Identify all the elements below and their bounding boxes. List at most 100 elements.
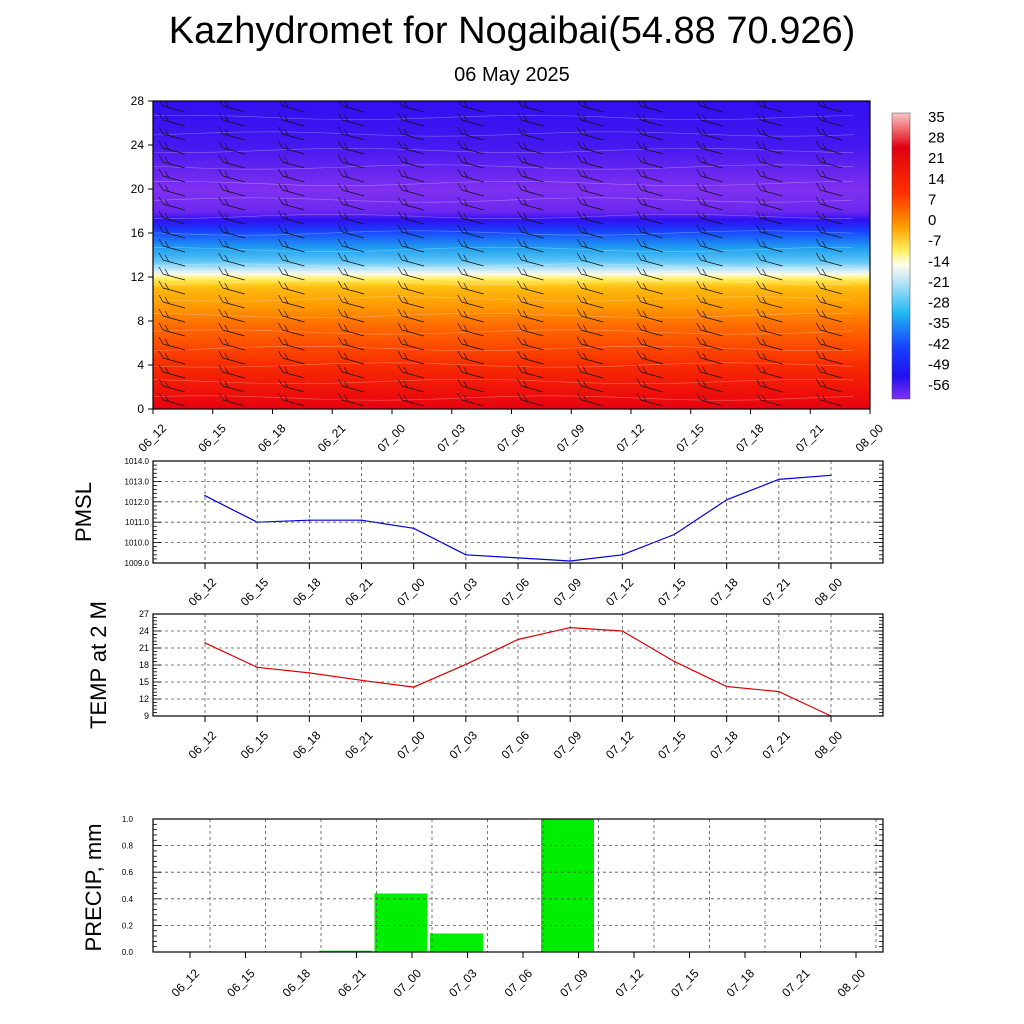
wind-barb: [636, 280, 664, 295]
heatmap-contour: [153, 263, 854, 269]
precip-y-tick-label: 0.4: [122, 895, 134, 904]
heatmap-band: [153, 299, 870, 302]
pmsl-series-line: [204, 474, 832, 562]
wind-barb: [517, 168, 544, 183]
heatmap-band: [153, 193, 870, 197]
wind-barb: [576, 252, 604, 267]
pmsl-x-tick-label: 07_21: [759, 575, 793, 609]
wind-barb: [756, 168, 783, 183]
heatmap-band: [153, 290, 870, 293]
pmsl-y-tick-label: 1014.0: [125, 457, 150, 466]
wind-barb: [756, 112, 783, 127]
wind-barb: [337, 168, 365, 183]
heatmap-band: [153, 151, 870, 155]
heatmap-band: [153, 321, 870, 324]
wind-barb: [517, 182, 544, 197]
heatmap-band: [153, 362, 870, 366]
heatmap-band: [153, 354, 870, 357]
colorbar-label: -49: [928, 356, 950, 373]
wind-barb: [457, 378, 484, 393]
colorbar-label: 35: [928, 109, 945, 126]
wind-barb: [636, 168, 664, 183]
heatmap-band: [153, 378, 870, 381]
heatmap-contour: [153, 131, 854, 137]
heatmap-band: [153, 274, 870, 278]
wind-barb: [158, 280, 186, 295]
heatmap-band: [153, 127, 870, 131]
heatmap-band: [153, 248, 870, 252]
heatmap-contour: [153, 230, 854, 236]
wind-barb: [397, 392, 425, 407]
wind-barb: [278, 322, 305, 337]
heatmap-band: [153, 167, 870, 170]
wind-barb: [517, 126, 544, 141]
wind-barb: [576, 154, 604, 169]
heatmap-band: [153, 277, 870, 280]
heatmap-contour: [153, 197, 854, 203]
wind-barb: [278, 252, 305, 267]
heatmap-band: [153, 365, 870, 368]
heatmap-band: [153, 380, 870, 384]
wind-barb: [576, 280, 604, 295]
heatmap-band: [153, 307, 870, 311]
wind-barb: [517, 364, 544, 379]
wind-barb: [218, 350, 245, 365]
precip-y-tick-label: 0.6: [122, 868, 134, 877]
heatmap-band: [153, 123, 870, 126]
heatmap-band: [153, 213, 870, 216]
wind-barb: [278, 378, 305, 393]
wind-barb: [278, 238, 305, 253]
pmsl-x-tick-label: 08_00: [812, 575, 846, 609]
wind-barb: [278, 196, 305, 211]
pmsl-x-tick-label: 07_00: [394, 575, 428, 609]
wind-barb: [457, 280, 484, 295]
wind-barb: [457, 126, 484, 141]
heatmap-band: [153, 382, 870, 386]
wind-barb: [337, 378, 365, 393]
heatmap-band: [153, 398, 870, 401]
colorbar-label: -14: [928, 253, 950, 270]
wind-barb: [218, 210, 245, 225]
wind-barb: [158, 126, 186, 141]
precip-bar: [319, 950, 372, 952]
wind-barb: [815, 196, 843, 211]
wind-barb: [337, 280, 365, 295]
precip-frame: [152, 818, 884, 953]
wind-barb: [576, 266, 604, 281]
wind-barb: [756, 238, 783, 253]
wind-barb: [576, 392, 604, 407]
wind-barb: [457, 210, 484, 225]
wind-barb: [397, 322, 425, 337]
heatmap-band: [153, 301, 870, 304]
wind-barb: [337, 140, 365, 155]
heatmap-band: [153, 332, 870, 335]
heatmap-contour: [153, 312, 854, 319]
wind-barb: [696, 266, 723, 281]
heatmap-band: [153, 105, 870, 109]
wind-barb: [337, 336, 365, 351]
wind-barb: [636, 210, 664, 225]
heatmap-field: [153, 101, 870, 409]
wind-barb: [576, 182, 604, 197]
wind-barb: [756, 252, 783, 267]
wind-barb: [158, 210, 186, 225]
wind-barb: [815, 350, 843, 365]
heatmap-band: [153, 204, 870, 208]
wind-barb: [218, 336, 245, 351]
wind-barb: [337, 294, 365, 309]
heatmap-band: [153, 178, 870, 181]
temp-2m-x-tick-label: 07_00: [394, 728, 428, 762]
wind-barb: [636, 196, 664, 211]
wind-barb: [576, 168, 604, 183]
precip-bar: [374, 893, 428, 952]
heatmap-band: [153, 171, 870, 175]
wind-barb: [756, 182, 783, 197]
heatmap-band: [153, 296, 870, 300]
precip-y-label: PRECIP, mm: [81, 824, 106, 952]
wind-barb: [517, 336, 544, 351]
heatmap-band: [153, 400, 870, 403]
wind-barb: [457, 308, 484, 323]
precip-y-tick-label: 0.8: [122, 842, 134, 851]
wind-barb: [158, 392, 186, 407]
wind-barb: [756, 140, 783, 155]
